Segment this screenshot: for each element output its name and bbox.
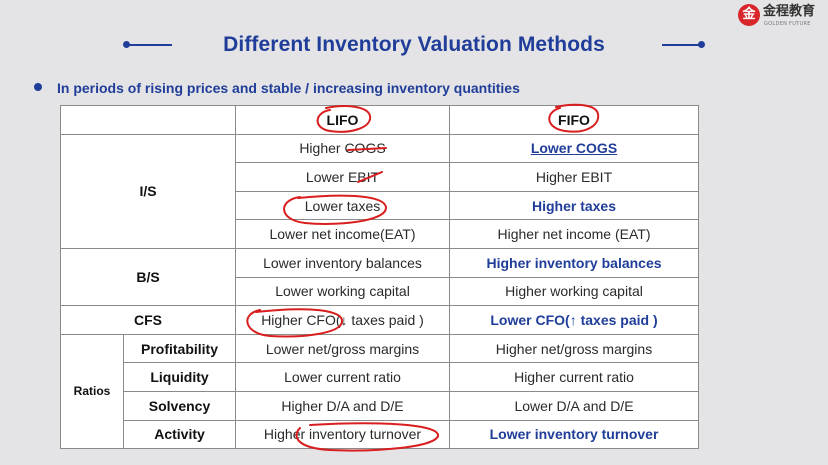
group-is: I/S bbox=[60, 133, 236, 249]
title-bar: Different Inventory Valuation Methods bbox=[0, 28, 828, 62]
table-row: Liquidity Lower current ratio Higher cur… bbox=[61, 362, 699, 392]
lifo-cell: Lower inventory balances bbox=[235, 247, 450, 278]
table-row: B/S Lower inventory balances Higher inve… bbox=[60, 247, 699, 307]
table-row: Lower EBIT Higher EBIT bbox=[61, 162, 699, 192]
lifo-cell: Higher COGS bbox=[235, 133, 450, 164]
ratio-label: Activity bbox=[123, 419, 236, 450]
table-row: Ratios Profitability Lower net/gross mar… bbox=[60, 333, 699, 450]
fifo-cell: Higher net/gross margins bbox=[449, 333, 699, 364]
table-row: Activity Higher inventory turnover Lower… bbox=[61, 419, 699, 450]
brand-logo: 金 金程教育 GOLDEN FUTURE bbox=[738, 3, 824, 29]
group-bs: B/S bbox=[60, 247, 236, 307]
table-header-row: LIFO FIFO bbox=[60, 105, 699, 135]
ratio-label: Profitability bbox=[123, 333, 236, 364]
ratio-label: Liquidity bbox=[123, 362, 236, 392]
bullet-text: In periods of rising prices and stable /… bbox=[57, 80, 520, 96]
lifo-cell: Lower taxes bbox=[235, 190, 450, 221]
fifo-cell: Lower COGS bbox=[449, 133, 699, 164]
table-row: Solvency Higher D/A and D/E Lower D/A an… bbox=[61, 390, 699, 421]
fifo-cell: Higher current ratio bbox=[449, 362, 699, 392]
title-line-right bbox=[662, 44, 702, 46]
header-fifo: FIFO bbox=[449, 105, 699, 135]
fifo-cell: Higher net income (EAT) bbox=[449, 219, 699, 249]
fifo-cell: Higher EBIT bbox=[449, 162, 699, 192]
bullet-icon bbox=[34, 83, 42, 91]
fifo-cell: Higher taxes bbox=[449, 190, 699, 221]
fifo-cell: Lower inventory turnover bbox=[449, 419, 699, 450]
table-row: CFS Higher CFO(↓ taxes paid ) Lower CFO(… bbox=[60, 305, 699, 335]
group-ratios: Ratios bbox=[60, 333, 124, 450]
header-blank bbox=[60, 105, 236, 135]
logo-mark: 金 bbox=[738, 4, 760, 26]
table-row: Lower working capital Higher working cap… bbox=[61, 276, 699, 307]
fifo-cell: Lower D/A and D/E bbox=[449, 390, 699, 421]
page-title: Different Inventory Valuation Methods bbox=[223, 33, 605, 56]
fifo-cell: Higher working capital bbox=[449, 276, 699, 307]
ratio-label: Solvency bbox=[123, 390, 236, 421]
table-row: I/S Higher COGS Lower COGS bbox=[60, 133, 699, 249]
fifo-cell: Higher inventory balances bbox=[449, 247, 699, 278]
logo-name: 金程教育 bbox=[763, 4, 816, 19]
lifo-cell: Lower EBIT bbox=[235, 162, 450, 192]
title-dot-right bbox=[698, 41, 705, 48]
lifo-cell: Lower net income(EAT) bbox=[235, 219, 450, 249]
lifo-cell: Lower working capital bbox=[235, 276, 450, 307]
header-lifo: LIFO bbox=[235, 105, 450, 135]
lifo-cell: Higher inventory turnover bbox=[235, 419, 450, 450]
title-line-left bbox=[124, 44, 172, 46]
lifo-cell: Higher D/A and D/E bbox=[235, 390, 450, 421]
lifo-cell: Lower current ratio bbox=[235, 362, 450, 392]
comparison-table: LIFO FIFO I/S Higher COGS Lower COGS Low… bbox=[60, 105, 699, 450]
lifo-cell: Higher CFO(↓ taxes paid ) bbox=[235, 305, 450, 335]
group-cfs: CFS bbox=[60, 305, 236, 335]
fifo-cell: Lower CFO(↑ taxes paid ) bbox=[449, 305, 699, 335]
lifo-cell: Lower net/gross margins bbox=[235, 333, 450, 364]
logo-subtitle: GOLDEN FUTURE bbox=[764, 21, 811, 27]
